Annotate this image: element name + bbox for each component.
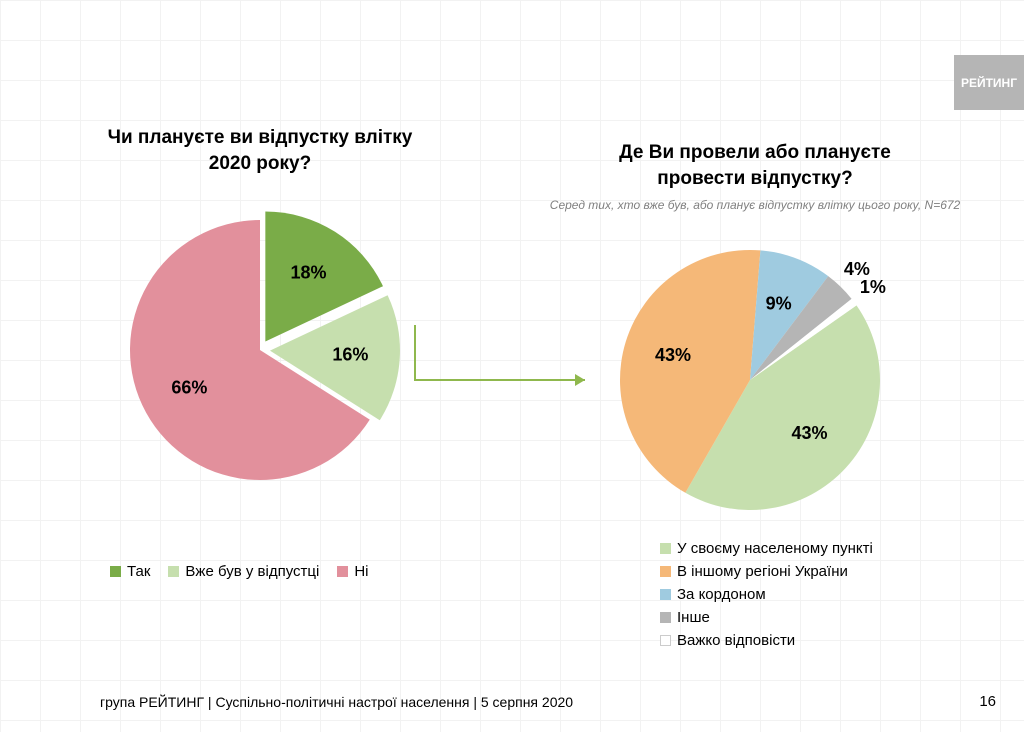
slice-label: 4% — [844, 259, 870, 279]
legend-swatch — [660, 566, 671, 577]
legend-item: В іншому регіоні України — [660, 563, 873, 580]
page-number: 16 — [979, 693, 996, 710]
slice-label: 1% — [860, 277, 886, 297]
right-pie-chart: 43% 43% 9% 4%1% — [560, 190, 940, 570]
legend-label: Важко відповісти — [677, 632, 795, 649]
legend-label: Інше — [677, 609, 710, 626]
left-pie-chart: 18% 16% 66% — [70, 160, 450, 540]
legend-swatch — [660, 543, 671, 554]
footer-text: група РЕЙТИНГ | Суспільно-політичні наст… — [100, 694, 573, 710]
slice-label: 18% — [291, 262, 327, 282]
legend-swatch — [337, 566, 348, 577]
slice-label: 43% — [792, 423, 828, 443]
brand-logo: РЕЙТИНГ — [954, 55, 1024, 110]
legend-swatch — [110, 566, 121, 577]
legend-label: Вже був у відпустці — [185, 563, 319, 580]
right-legend: У своєму населеному пункті В іншому регі… — [660, 540, 873, 649]
legend-label: За кордоном — [677, 586, 766, 603]
slice-label: 9% — [766, 293, 792, 313]
legend-item: Інше — [660, 609, 873, 626]
legend-label: Так — [127, 563, 150, 580]
legend-item: Вже був у відпустці — [168, 563, 319, 580]
slice-label: 43% — [655, 345, 691, 365]
legend-label: Ні — [354, 563, 368, 580]
right-chart-title: Де Ви провели або плануєтепровести відпу… — [570, 140, 940, 191]
legend-label: В іншому регіоні України — [677, 563, 848, 580]
legend-label: У своєму населеному пункті — [677, 540, 873, 557]
legend-swatch — [660, 589, 671, 600]
legend-swatch — [660, 612, 671, 623]
brand-logo-text: РЕЙТИНГ — [961, 76, 1017, 90]
left-legend: Так Вже був у відпустці Ні — [110, 563, 369, 580]
legend-item: Важко відповісти — [660, 632, 873, 649]
legend-item: Так — [110, 563, 150, 580]
legend-swatch — [660, 635, 671, 646]
slice-label: 16% — [332, 344, 368, 364]
legend-item: У своєму населеному пункті — [660, 540, 873, 557]
legend-item: Ні — [337, 563, 368, 580]
slice-label: 66% — [171, 378, 207, 398]
legend-swatch — [168, 566, 179, 577]
legend-item: За кордоном — [660, 586, 873, 603]
